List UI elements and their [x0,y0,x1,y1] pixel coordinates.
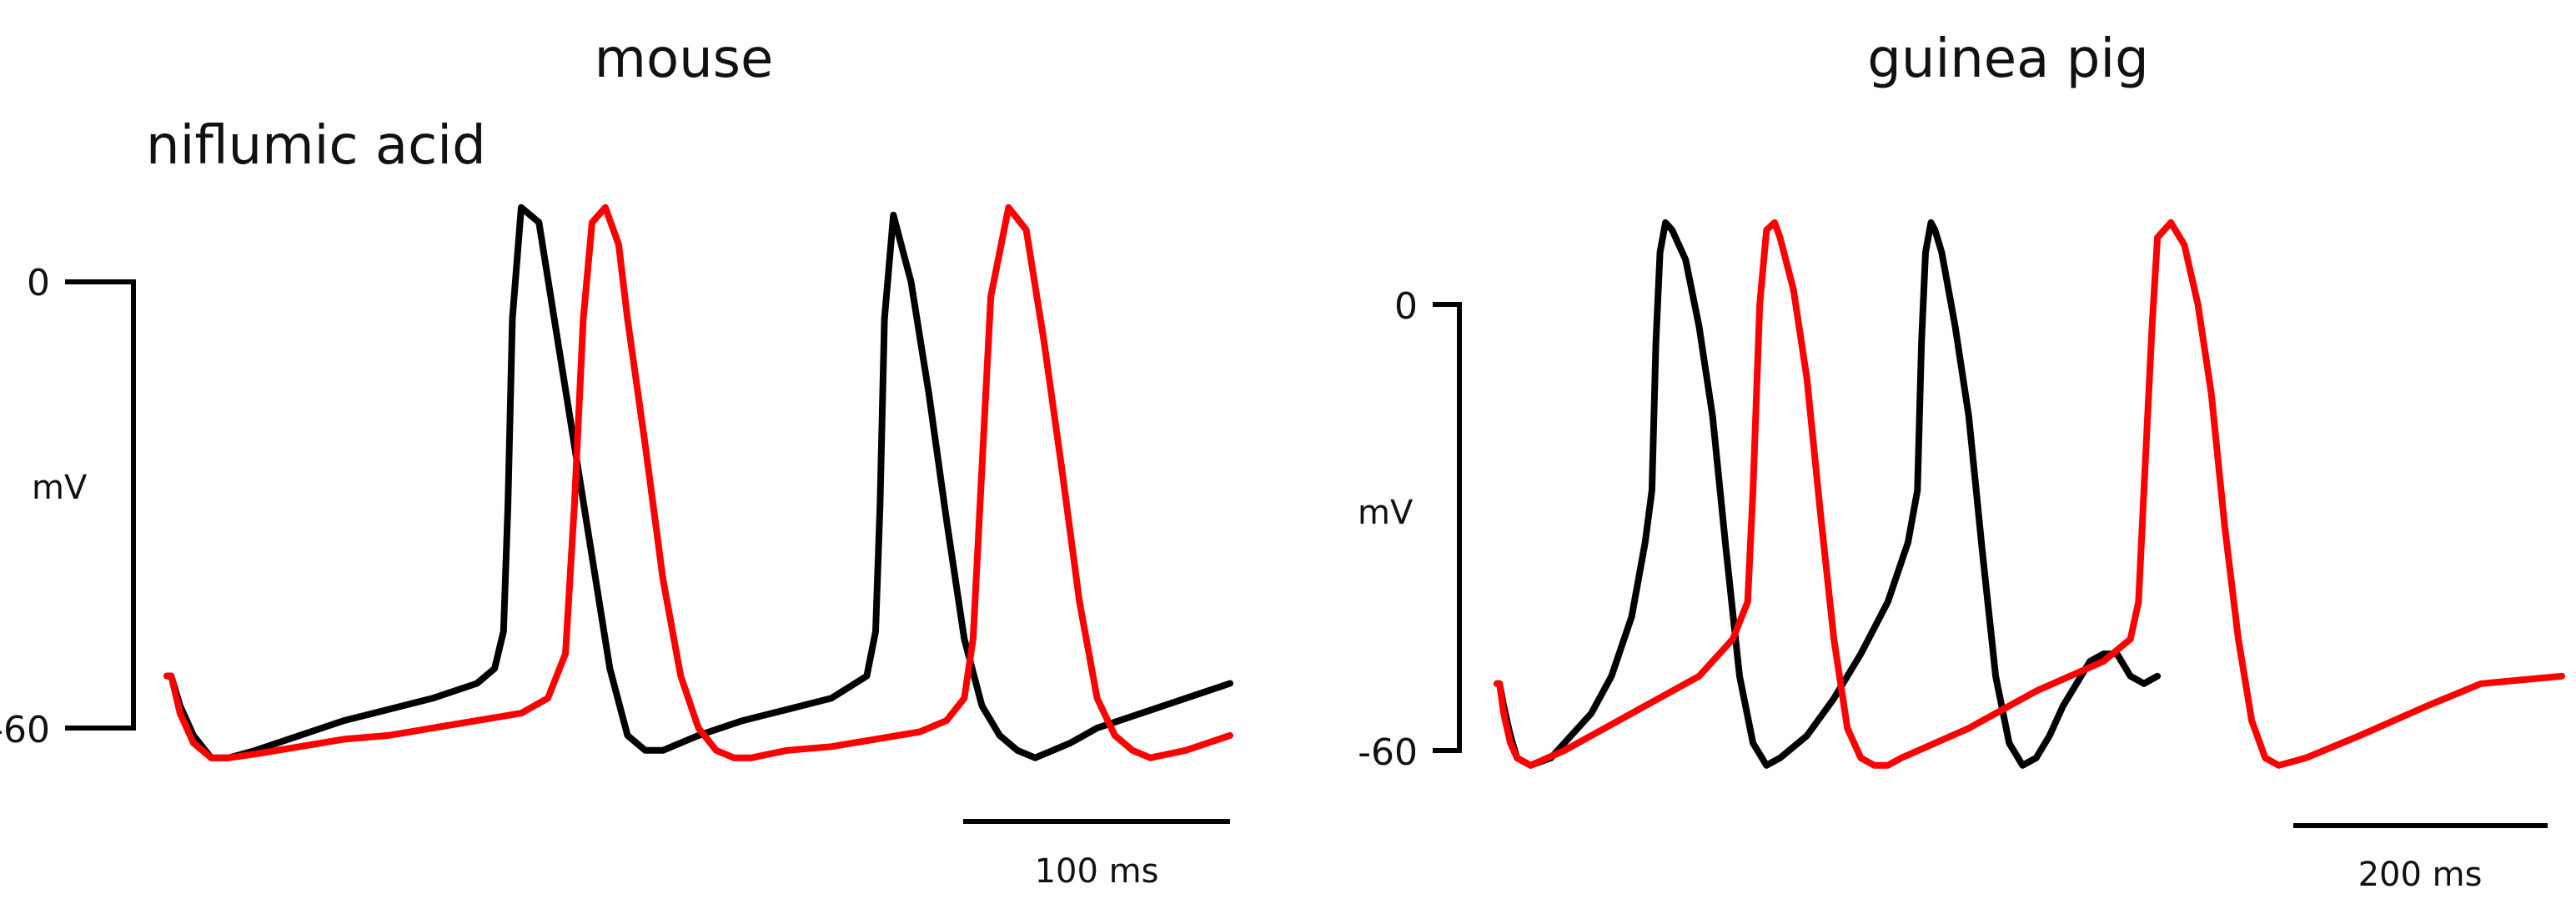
guinea-pig-title: guinea pig [1867,28,2149,90]
mouse-tick-0: 0 [27,262,50,304]
guinea-pig-tick-0: 0 [1394,285,1418,328]
guinea-pig-scale-label: 200 ms [2358,856,2483,894]
mouse-niflumic-trace [163,203,1233,761]
mouse-scale-label: 100 ms [1035,852,1159,891]
mouse-title: mouse [595,28,774,90]
mouse-control-trace [163,203,1233,761]
guinea-pig-ylabel: mV [1358,494,1414,532]
mouse-tick-neg60: -60 [0,709,50,751]
guinea-pig-niflumic-trace [1494,218,2565,769]
guinea-pig-panel: guinea pig 0 -60 mV 200 ms [1358,28,2565,894]
niflumic-acid-label: niflumic acid [146,115,486,177]
mouse-panel: mouse niflumic acid 0 -60 mV 100 ms [0,28,1233,891]
guinea-pig-y-axis [1433,302,1462,753]
guinea-pig-tick-neg60: -60 [1358,731,1418,774]
mouse-y-axis [65,279,136,731]
guinea-pig-control-trace [1494,218,2162,769]
mouse-ylabel: mV [32,469,88,507]
